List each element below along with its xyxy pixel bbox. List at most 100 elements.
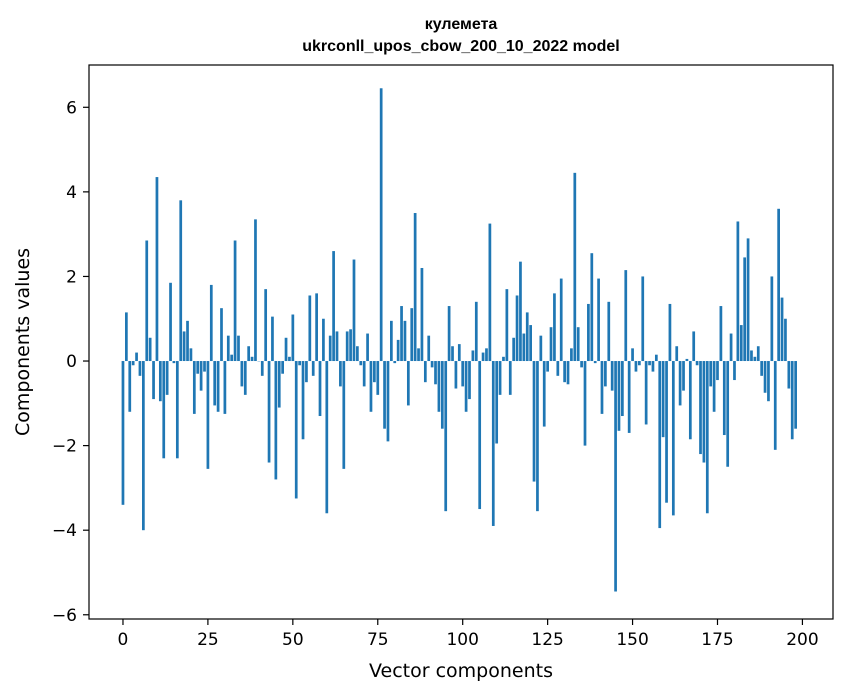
bar-106 bbox=[481, 352, 485, 362]
bar-46 bbox=[277, 361, 281, 408]
bar-56 bbox=[311, 361, 315, 376]
bar-54 bbox=[305, 361, 308, 383]
bar-93 bbox=[437, 361, 441, 412]
bar-74 bbox=[373, 361, 376, 383]
bar-55 bbox=[308, 295, 312, 362]
bar-37 bbox=[247, 346, 251, 362]
bar-25 bbox=[206, 361, 210, 469]
bar-50 bbox=[291, 314, 295, 362]
bar-42 bbox=[264, 289, 268, 362]
bar-34 bbox=[237, 335, 240, 362]
bar-79 bbox=[390, 320, 393, 362]
bar-165 bbox=[682, 361, 685, 391]
bar-107 bbox=[485, 348, 488, 362]
bar-137 bbox=[587, 303, 590, 362]
bar-18 bbox=[182, 331, 186, 362]
y-tick-label: 6 bbox=[66, 98, 77, 118]
y-tick-label: −6 bbox=[52, 606, 77, 626]
bar-176 bbox=[719, 306, 723, 362]
bar-179 bbox=[729, 333, 733, 362]
bar-116 bbox=[515, 295, 519, 362]
bar-172 bbox=[705, 361, 709, 514]
bar-61 bbox=[328, 335, 332, 362]
x-tick-label: 0 bbox=[118, 630, 129, 650]
bar-174 bbox=[712, 361, 716, 412]
bar-57 bbox=[315, 293, 318, 362]
bar-90 bbox=[427, 335, 431, 362]
bar-94 bbox=[440, 361, 444, 429]
y-axis-label: Components values bbox=[12, 248, 34, 436]
bar-99 bbox=[457, 344, 461, 362]
bar-88 bbox=[420, 267, 424, 362]
bar-195 bbox=[784, 318, 787, 362]
bar-100 bbox=[461, 361, 465, 387]
bar-111 bbox=[498, 361, 502, 395]
bar-191 bbox=[770, 276, 774, 362]
bar-154 bbox=[644, 361, 648, 425]
bar-126 bbox=[549, 327, 553, 362]
bar-164 bbox=[678, 361, 682, 406]
bar-27 bbox=[213, 361, 217, 406]
bar-113 bbox=[505, 289, 509, 362]
bar-119 bbox=[525, 312, 529, 362]
bar-92 bbox=[434, 361, 437, 385]
bar-132 bbox=[570, 348, 573, 362]
bar-177 bbox=[722, 361, 726, 436]
x-tick-label: 100 bbox=[446, 630, 478, 650]
x-tick-label: 75 bbox=[367, 630, 389, 650]
bar-149 bbox=[627, 361, 631, 433]
bar-123 bbox=[539, 335, 543, 362]
bar-175 bbox=[716, 361, 719, 381]
bar-81 bbox=[396, 339, 400, 362]
bar-72 bbox=[366, 333, 369, 362]
bar-185 bbox=[750, 350, 753, 362]
y-tick-label: −4 bbox=[52, 521, 77, 541]
bar-160 bbox=[665, 361, 668, 503]
bar-36 bbox=[243, 361, 247, 395]
bar-189 bbox=[763, 361, 767, 393]
bar-95 bbox=[444, 361, 448, 512]
bar-122 bbox=[536, 361, 539, 512]
bar-23 bbox=[199, 361, 203, 391]
bar-118 bbox=[522, 333, 526, 362]
bar-171 bbox=[702, 361, 706, 463]
bar-52 bbox=[298, 361, 301, 366]
bar-20 bbox=[189, 348, 193, 362]
bar-30 bbox=[223, 361, 227, 414]
bar-73 bbox=[369, 361, 373, 412]
bar-59 bbox=[322, 318, 325, 362]
bar-28 bbox=[216, 361, 220, 412]
bar-186 bbox=[753, 356, 757, 362]
bar-1 bbox=[125, 312, 128, 362]
bar-120 bbox=[529, 325, 532, 362]
bar-45 bbox=[274, 361, 278, 480]
bar-197 bbox=[790, 361, 794, 440]
bar-161 bbox=[668, 303, 672, 362]
bar-129 bbox=[559, 278, 563, 362]
bar-16 bbox=[175, 361, 179, 459]
bar-80 bbox=[393, 361, 397, 364]
bar-9 bbox=[152, 361, 155, 400]
bar-24 bbox=[203, 361, 206, 372]
bar-60 bbox=[325, 361, 329, 514]
bar-49 bbox=[288, 356, 291, 362]
bar-82 bbox=[400, 306, 403, 362]
bar-168 bbox=[692, 331, 696, 362]
bar-145 bbox=[614, 361, 617, 592]
bar-33 bbox=[233, 240, 237, 362]
bar-112 bbox=[502, 356, 505, 362]
bar-196 bbox=[787, 361, 791, 389]
bar-5 bbox=[138, 361, 142, 376]
bar-89 bbox=[423, 361, 427, 383]
bar-167 bbox=[688, 361, 692, 440]
bar-158 bbox=[658, 361, 662, 529]
bar-97 bbox=[451, 346, 454, 362]
x-tick-label: 25 bbox=[197, 630, 219, 650]
bar-141 bbox=[600, 361, 604, 414]
bar-98 bbox=[454, 361, 458, 389]
bar-190 bbox=[767, 361, 770, 402]
bar-152 bbox=[638, 361, 641, 366]
bar-178 bbox=[726, 361, 730, 467]
bar-142 bbox=[604, 361, 607, 387]
bar-128 bbox=[556, 361, 560, 376]
